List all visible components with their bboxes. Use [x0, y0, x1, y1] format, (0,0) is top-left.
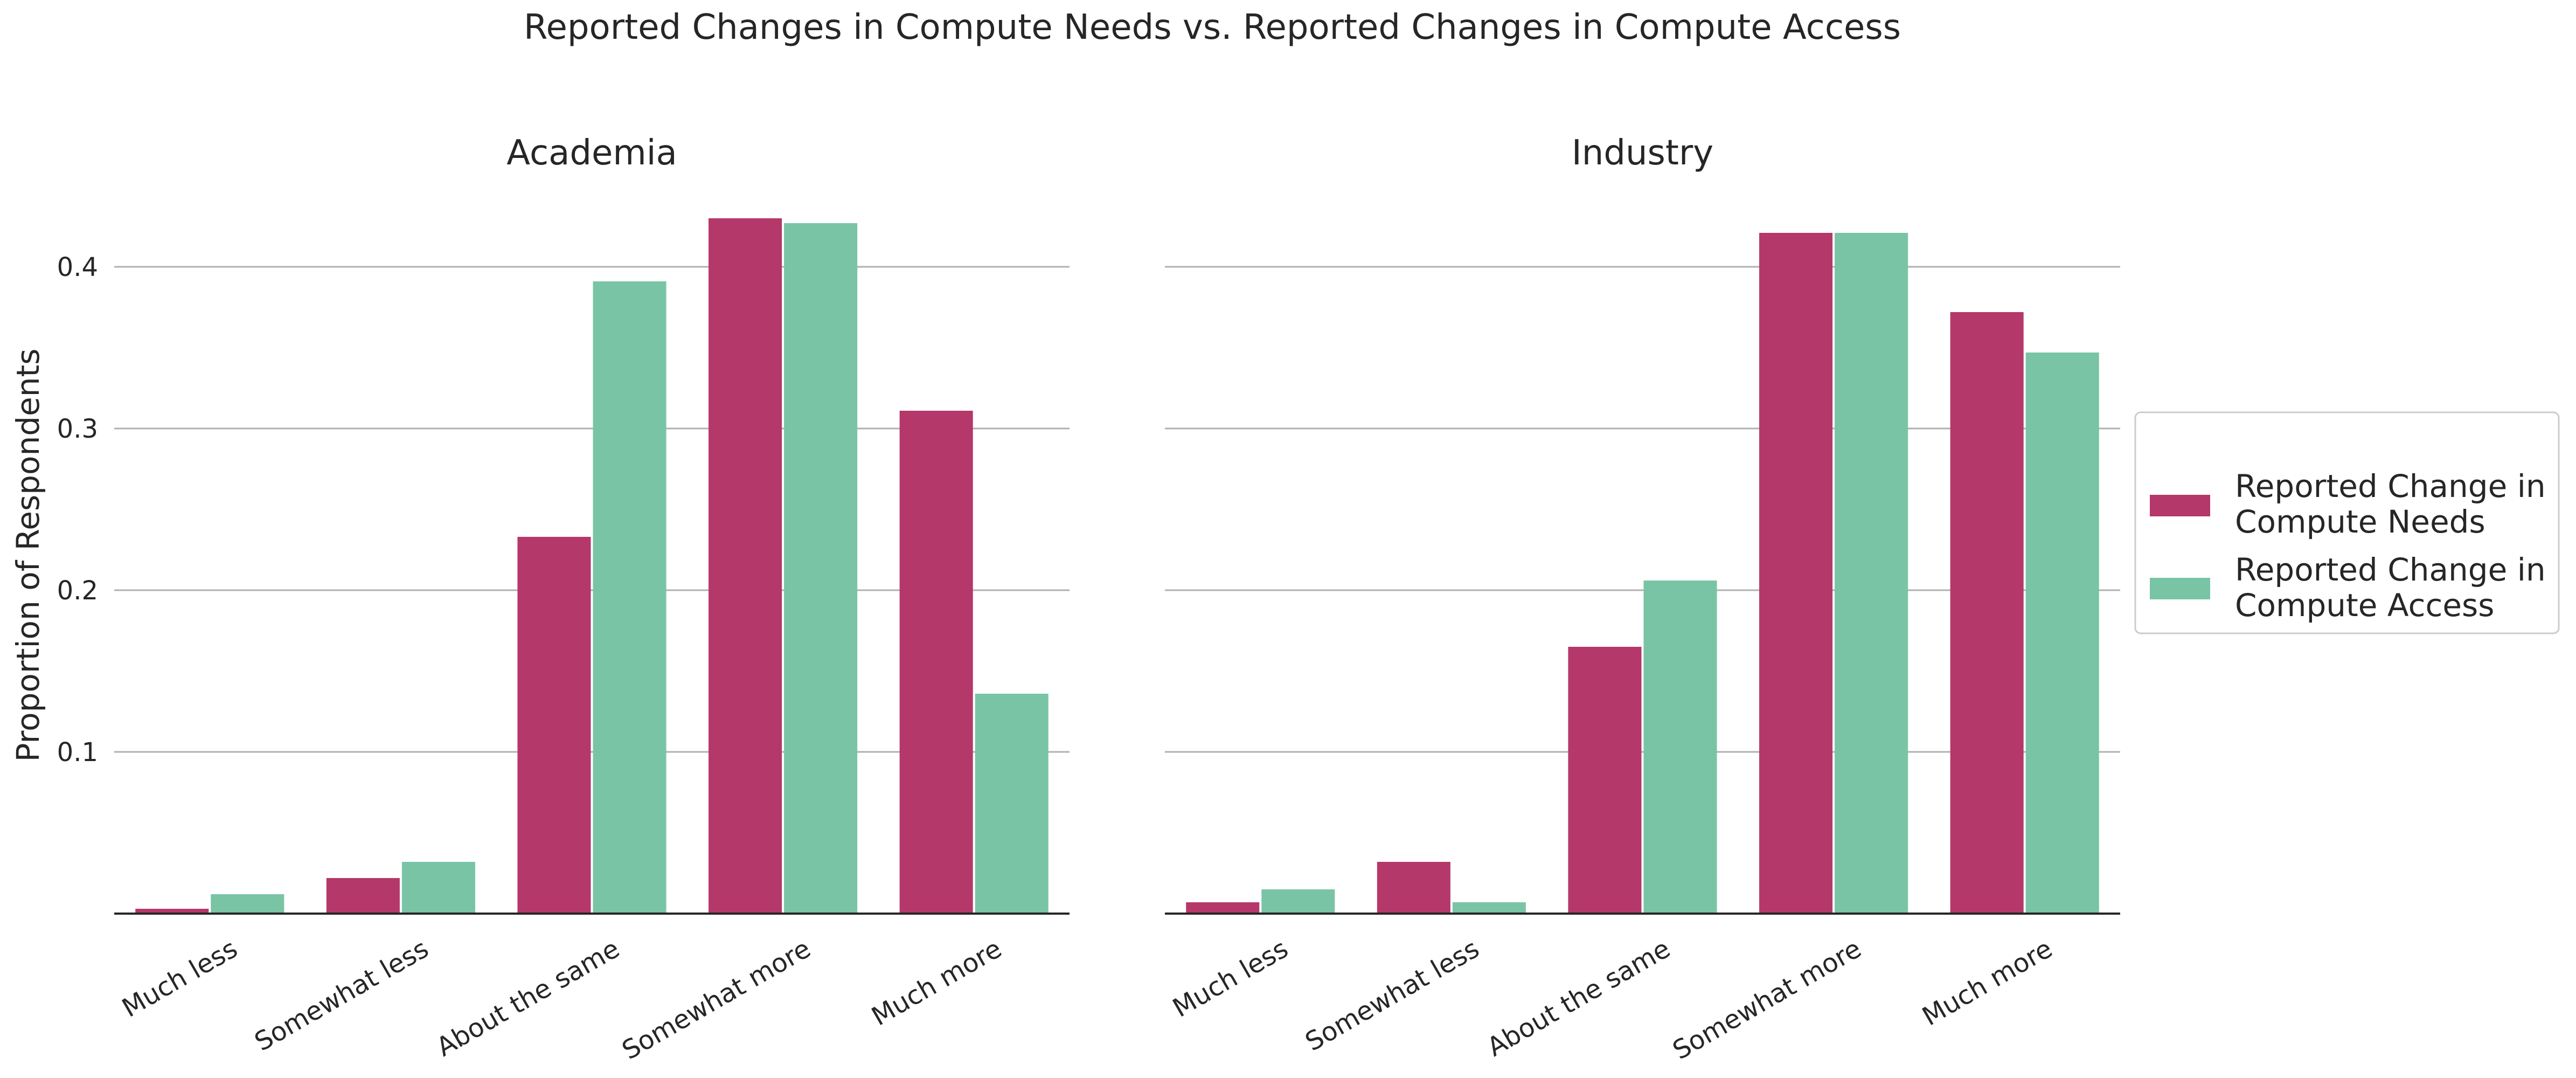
bar-industry-somewhat-less-needs — [1377, 862, 1450, 914]
x-tick-label-much-less: Much less — [1168, 934, 1293, 1024]
bar-academia-much-more-needs — [899, 411, 973, 914]
figure-title: Reported Changes in Compute Needs vs. Re… — [524, 8, 1901, 47]
y-tick-label: 0.2 — [57, 576, 98, 606]
x-tick-label-much-more: Much more — [1917, 934, 2057, 1032]
bar-industry-much-less-needs — [1186, 902, 1260, 914]
bar-academia-much-less-needs — [135, 909, 209, 914]
bar-academia-much-more-access — [975, 694, 1049, 914]
x-tick-label-somewhat-more: Somewhat more — [617, 934, 816, 1066]
legend-frame — [2134, 411, 2560, 634]
legend: Reported Change in Compute Needs Reporte… — [2134, 411, 2560, 634]
x-tick-label-somewhat-more: Somewhat more — [1668, 934, 1866, 1066]
bar-academia-much-less-access — [211, 894, 284, 914]
legend-swatch-access — [2150, 578, 2210, 599]
y-tick-label: 0.1 — [57, 737, 98, 768]
x-tick-label-much-more: Much more — [866, 934, 1006, 1032]
x-tick-label-about-the-same: About the same — [432, 934, 625, 1062]
legend-label-needs-line2: Compute Needs — [2235, 503, 2485, 540]
bar-academia-about-the-same-needs — [517, 537, 591, 914]
bar-industry-somewhat-less-access — [1452, 902, 1526, 914]
panel-academia: Academia 0.1 0.2 0.3 0.4 Much less Somewhat le… — [57, 133, 1070, 1066]
bar-academia-somewhat-less-access — [401, 862, 475, 914]
legend-label-access-line1: Reported Change in — [2235, 551, 2546, 588]
legend-label-access-line2: Compute Access — [2235, 587, 2494, 624]
bar-industry-much-more-needs — [1950, 312, 2024, 914]
y-axis-label: Proportion of Respondents — [10, 349, 46, 762]
x-tick-label-somewhat-less: Somewhat less — [1300, 934, 1484, 1058]
panel-title-industry: Industry — [1572, 133, 1713, 173]
bar-academia-somewhat-more-needs — [709, 218, 782, 914]
bar-academia-somewhat-more-access — [784, 223, 858, 914]
bar-academia-about-the-same-access — [593, 281, 666, 914]
x-tick-label-much-less: Much less — [117, 934, 242, 1024]
panel-title-academia: Academia — [506, 133, 677, 173]
legend-label-needs-line1: Reported Change in — [2235, 468, 2546, 505]
x-tick-label-somewhat-less: Somewhat less — [249, 934, 434, 1058]
bar-academia-somewhat-less-needs — [326, 878, 400, 914]
bar-industry-about-the-same-needs — [1568, 647, 1642, 914]
bar-industry-somewhat-more-access — [1835, 233, 1908, 914]
bar-industry-somewhat-more-needs — [1759, 233, 1833, 914]
legend-swatch-needs — [2150, 495, 2210, 516]
y-tick-label: 0.3 — [57, 414, 98, 444]
y-tick-label: 0.4 — [57, 252, 98, 282]
bar-industry-much-more-access — [2025, 353, 2099, 914]
bar-industry-about-the-same-access — [1643, 581, 1717, 914]
bar-industry-much-less-access — [1261, 889, 1335, 914]
x-tick-label-about-the-same: About the same — [1482, 934, 1676, 1062]
